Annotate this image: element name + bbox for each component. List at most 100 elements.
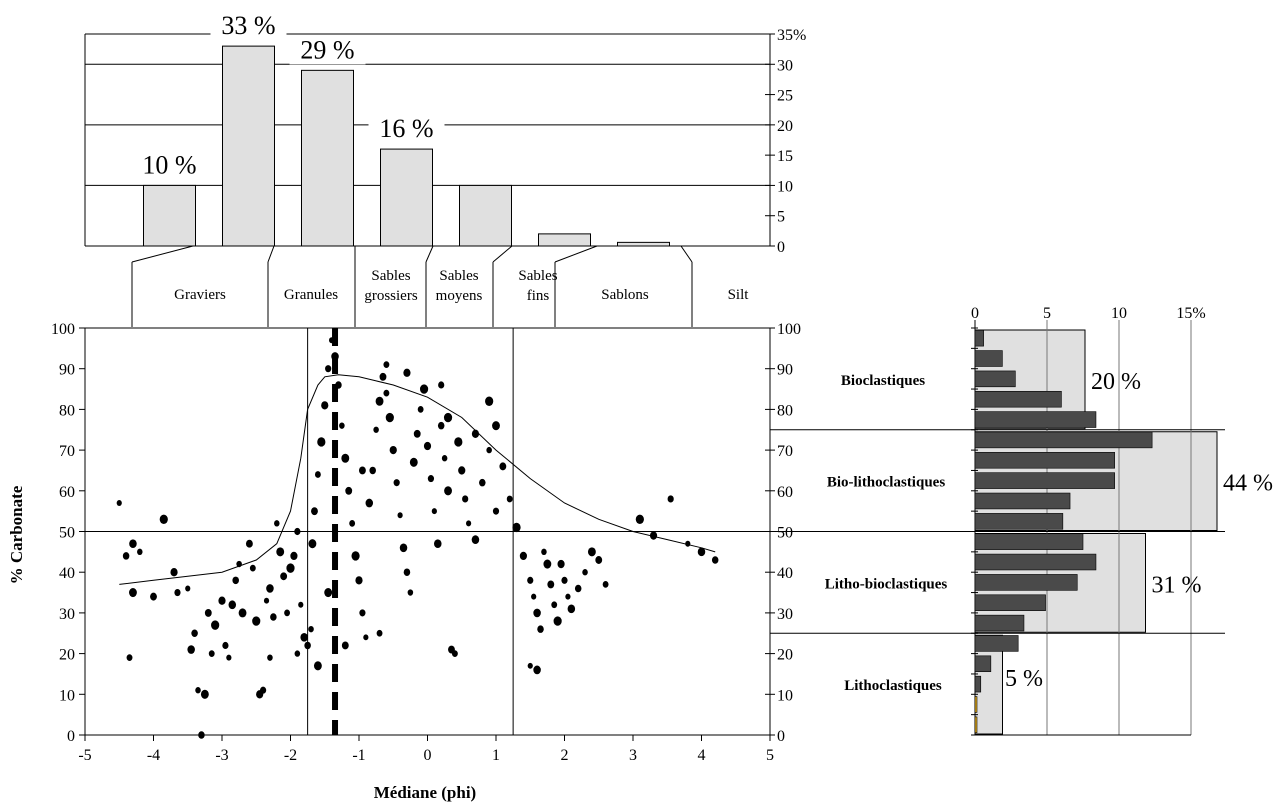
scatter-point [249,564,256,572]
scatter-y-tick-label-left: 50 [59,525,75,542]
scatter-point [174,588,181,597]
cat-divider [267,245,275,263]
scatter-y-tick-label-left: 20 [59,647,75,664]
scatter-point [557,559,565,569]
scatter-point [697,547,706,557]
scatter-point [711,556,719,564]
scatter-point [458,466,466,475]
scatter-y-tick-label-left: 10 [59,687,75,704]
scatter-point [208,650,215,657]
scatter-point [222,641,229,650]
top-category-label: Granules [284,287,338,303]
scatter-point [462,495,469,503]
carbonate-bin-bar [974,350,1003,367]
scatter-y-tick-label-left: 70 [59,443,75,460]
scatter-point [383,361,390,369]
scatter-y-tick-label-right: 100 [777,321,801,338]
scatter-point [512,522,521,533]
scatter-point [485,396,494,406]
scatter-y-tick-label-right: 0 [777,728,785,745]
scatter-point [466,520,472,527]
carbonate-bin-bar [974,452,1115,469]
scatter-point [379,372,387,381]
scatter-point [195,687,201,694]
top-y-tick-label: 25 [777,88,793,105]
scatter-point [294,650,301,657]
scatter-point [587,547,596,557]
class-name: Litho-bioclastiques [825,576,948,592]
scatter-point [441,455,448,462]
scatter-point [574,584,582,593]
scatter-point [341,641,349,650]
scatter-point [393,479,400,487]
scatter-point [403,568,411,576]
carbonate-bin-bar [974,370,1016,388]
scatter-point [150,592,157,601]
scatter-point [314,471,321,478]
scatter-point [198,731,205,739]
carbonate-bin-bar [974,553,1097,571]
top-category-label: moyens [436,288,483,304]
class-percent-label: 31 % [1152,572,1202,598]
scatter-point [267,654,273,661]
scatter-point [492,421,500,431]
top-category-label: grossiers [364,288,417,304]
top-category-label: Sables [439,268,478,284]
carbonate-bin-bar [974,574,1078,591]
scatter-point [417,406,424,413]
side-x-tick-label: 15% [1176,305,1205,322]
top-y-tick-label: 35% [777,27,806,44]
scatter-point [438,381,445,389]
top-category-label: Sables [371,268,410,284]
top-label-mask [210,12,287,41]
scatter-point [383,389,390,397]
grain-size-histogram: 0 5 10 15 20 25 30 35% 10 % 33 % 29 % 16 % Graviers G… [84,11,806,327]
scatter-point [185,585,191,592]
scatter-x-tick-label: 2 [561,747,569,764]
scatter-point [159,514,168,525]
carbonate-bin-bar [974,513,1064,530]
top-bar [380,148,433,247]
scatter-point [492,507,500,515]
scatter-point [317,437,326,447]
scatter-point [533,608,541,618]
scatter-point [298,601,304,608]
scatter-point [245,539,253,548]
carbonate-bin-bar [974,329,984,347]
class-name: Bio-lithoclastiques [827,475,946,491]
top-label-mask [368,115,445,144]
scatter-y-tick-label-left: 100 [51,321,75,338]
scatter-point [397,512,403,519]
scatter-point [137,548,143,556]
scatter-point [270,613,277,621]
scatter-point [313,661,322,671]
scatter-point [602,581,609,588]
top-category-label: Graviers [174,287,226,303]
scatter-point [427,475,435,483]
scatter-point [543,559,552,569]
scatter-point [129,588,137,598]
carbonate-bin-bar [974,472,1115,489]
scatter-point [451,650,458,657]
carbonate-bin-bar [974,411,1097,428]
scatter-point [126,654,133,662]
scatter-point [541,548,547,556]
scatter-point [595,556,603,564]
scatter-point [311,507,318,516]
scatter-point [444,486,452,496]
carbonate-bin-bar [974,696,978,713]
scatter-point [567,604,576,614]
scatter-point [122,552,130,560]
scatter-point [345,486,353,495]
scatter-point [561,576,568,584]
scatter-point [553,616,562,626]
scatter-point [325,365,332,373]
scatter-point [274,520,280,527]
scatter-point [486,446,492,454]
x-axis-title: Médiane (phi) [374,783,476,802]
scatter-x-tick-label: 4 [698,747,706,764]
scatter-point [479,478,486,487]
top-bar-value-label: 16 % [379,114,433,143]
top-y-tick-label: 10 [777,178,793,195]
